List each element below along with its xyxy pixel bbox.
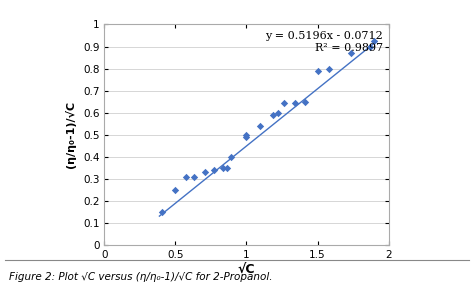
- Point: [280, 100, 288, 105]
- Point: [269, 112, 276, 117]
- Text: Figure 2: Plot √C versus (η/η₀-1)/√C for 2-Propanol.: Figure 2: Plot √C versus (η/η₀-1)/√C for…: [9, 272, 273, 282]
- Point: [256, 123, 264, 128]
- X-axis label: √C: √C: [238, 264, 255, 277]
- Point: [210, 167, 218, 172]
- Point: [224, 165, 231, 170]
- Y-axis label: (η/η₀-1)/√C: (η/η₀-1)/√C: [65, 101, 76, 168]
- Point: [243, 132, 250, 137]
- Point: [314, 68, 321, 73]
- Point: [243, 134, 250, 139]
- Point: [158, 209, 166, 214]
- Point: [182, 174, 190, 179]
- Point: [292, 100, 299, 105]
- Point: [347, 51, 355, 56]
- Text: y = 0.5196x - 0.0712
R² = 0.9897: y = 0.5196x - 0.0712 R² = 0.9897: [265, 31, 383, 53]
- Point: [228, 154, 235, 159]
- Point: [275, 110, 283, 115]
- Point: [219, 165, 227, 170]
- Point: [325, 66, 333, 71]
- Point: [172, 187, 179, 192]
- Point: [191, 174, 198, 179]
- Point: [301, 99, 309, 104]
- Point: [201, 170, 209, 174]
- Point: [366, 44, 374, 49]
- Point: [370, 39, 378, 43]
